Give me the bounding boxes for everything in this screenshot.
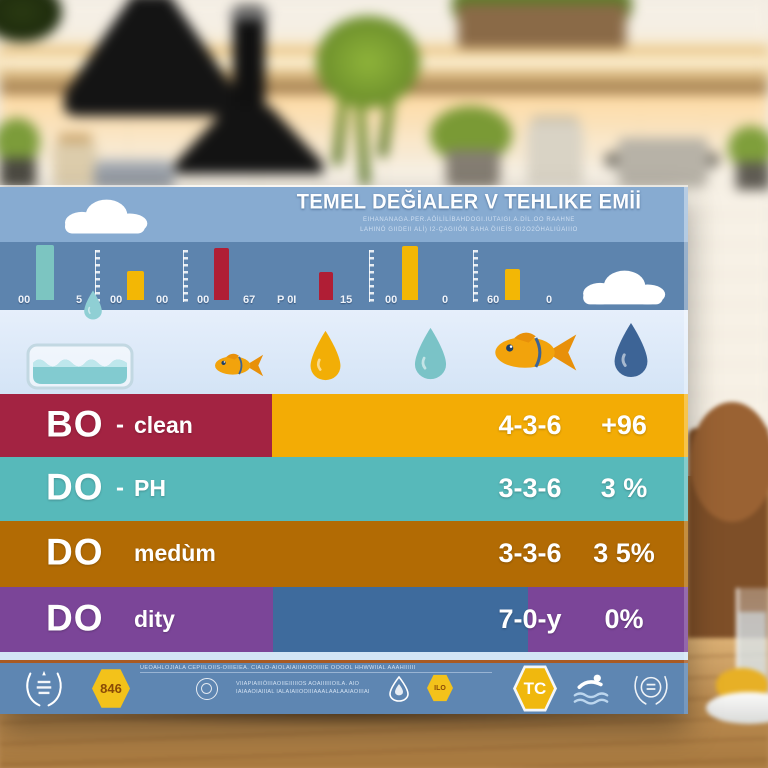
table-row: BO - clean 4-3-6 +96 bbox=[0, 394, 688, 457]
table-row: DO - PH 3-3-6 3 % bbox=[0, 457, 688, 521]
potted-plant-pot bbox=[0, 158, 36, 188]
row-color-segment bbox=[272, 394, 688, 457]
hexagon-badge-small: ILO bbox=[427, 674, 453, 702]
circle-emblem-inner bbox=[201, 683, 212, 694]
cloud-icon bbox=[577, 266, 669, 306]
water-tank-icon bbox=[26, 343, 134, 390]
chart-tick-label: 5 bbox=[76, 294, 83, 306]
circle-emblem-icon bbox=[196, 678, 218, 700]
footer-text-line-3: IAIAAOIAIIIAL IALAIAIIOOIIIAAALAALAAIAOI… bbox=[236, 689, 370, 695]
poster-subtitle-2: LAHINÓ GIIDEII ALİ) I2-ÇAGIIÓN SAHA ÖIIE… bbox=[360, 227, 578, 233]
hanging-plant bbox=[316, 16, 420, 108]
poster-title: TEMEL DEĞİALER V TEHLIKE EMİİ bbox=[296, 190, 642, 214]
chart-bar bbox=[214, 248, 229, 300]
chart-bar bbox=[319, 272, 333, 300]
footer-text-block: VIIAPIAIIIÖIIIAOIIEIIIIIOS AOAIIIIIIOILA… bbox=[236, 680, 378, 696]
footer-text-line-2: VIIAPIAIIIÖIIIAOIIEIIIIIOS AOAIIIIIIOILA… bbox=[236, 681, 360, 687]
chart-tick-label: 0 bbox=[546, 294, 553, 306]
potted-plant-pot bbox=[736, 162, 768, 190]
row-value-2: 3 % bbox=[600, 472, 648, 503]
row-color-segment bbox=[273, 587, 528, 652]
jar-cork bbox=[58, 134, 92, 144]
bar-chart-band: 00 5 00 00 00 67 P 0I 15 00 0 60 0 bbox=[0, 242, 688, 310]
fish-large-icon bbox=[489, 326, 579, 379]
chart-bar bbox=[36, 245, 54, 300]
ruler-tick-icon bbox=[95, 250, 100, 302]
row-value-2: 0% bbox=[604, 603, 644, 634]
chart-tick-label: 67 bbox=[243, 294, 256, 306]
laurel-emblem-icon bbox=[26, 670, 62, 707]
ruler-tick-icon bbox=[183, 250, 188, 302]
cooking-pot bbox=[618, 138, 708, 188]
chart-tick-label: 00 bbox=[18, 294, 31, 306]
dark-drop-icon bbox=[612, 322, 650, 378]
metal-pot bbox=[94, 160, 174, 188]
footer-text-line-1: UEOAHLOJIALA CEPIILOIIS-OIIIEIEA. CIALO-… bbox=[140, 665, 492, 673]
poster-subtitle-1: EIHANANAGA.PER.AÖİLİLİBAHDOGI.IUTAIGI.A.… bbox=[362, 217, 576, 223]
row-code: BO bbox=[46, 402, 104, 444]
row-separator: - bbox=[116, 474, 124, 502]
row-label: dity bbox=[134, 605, 175, 632]
pendant-lamp-cap bbox=[229, 10, 269, 19]
row-value-2: 3 5% bbox=[593, 537, 655, 568]
swimmer-icon bbox=[573, 674, 609, 705]
chart-bar bbox=[127, 271, 144, 300]
chart-tick-label: 00 bbox=[197, 294, 210, 306]
row-label: medùm bbox=[134, 539, 216, 566]
yellow-drop-icon bbox=[308, 330, 343, 381]
laurel-circle-emblem-icon bbox=[634, 675, 668, 705]
row-value-1: 3-3-6 bbox=[498, 537, 562, 568]
poster-header: TEMEL DEĞİALER V TEHLIKE EMİİ EIHANANAGA… bbox=[0, 187, 688, 242]
chart-tick-label: 00 bbox=[385, 294, 398, 306]
rust-separator bbox=[0, 660, 688, 663]
table-row: DO dity 7-0-y 0% bbox=[0, 587, 688, 652]
ruler-tick-icon bbox=[473, 250, 478, 302]
data-rows: BO - clean 4-3-6 +96 DO - PH 3-3-6 3 % DO medùm 3-3-… bbox=[0, 394, 688, 652]
icon-band bbox=[0, 290, 688, 394]
table-row: DO medùm 3-3-6 3 5% bbox=[0, 521, 688, 587]
chart-tick-label: 60 bbox=[487, 294, 500, 306]
water-drop-icon bbox=[82, 290, 104, 320]
chart-tick-label: 0 bbox=[442, 294, 449, 306]
tc-hexagon-border: TC bbox=[513, 665, 557, 712]
title-block: TEMEL DEĞİALER V TEHLIKE EMİİ EIHANANAGA… bbox=[264, 190, 674, 234]
poster-edge-highlight bbox=[684, 187, 688, 714]
bowl bbox=[706, 692, 768, 724]
ruler-tick-icon bbox=[369, 250, 374, 302]
hexagon-badge: 846 bbox=[92, 669, 130, 708]
chart-bar bbox=[505, 269, 520, 300]
tc-hexagon-badge: TC bbox=[516, 668, 554, 709]
row-label: clean bbox=[134, 411, 193, 438]
drop-crest-icon bbox=[389, 676, 409, 702]
poster-footer: 846 UEOAHLOJIALA CEPIILOIIS-OIIIEIEA. CI… bbox=[0, 663, 688, 714]
row-value-2: +96 bbox=[601, 409, 647, 440]
cloud-icon bbox=[45, 195, 165, 235]
row-value-1: 4-3-6 bbox=[498, 409, 562, 440]
row-value-1: 7-0-y bbox=[498, 603, 562, 634]
infographic-poster: TEMEL DEĞİALER V TEHLIKE EMİİ EIHANANAGA… bbox=[0, 185, 688, 714]
chart-tick-label: 00 bbox=[110, 294, 123, 306]
teal-drop-icon bbox=[412, 327, 449, 380]
storage-jar bbox=[53, 142, 97, 188]
row-value-1: 3-3-6 bbox=[498, 472, 562, 503]
row-label: PH bbox=[134, 474, 166, 501]
row-separator: - bbox=[116, 410, 124, 438]
potted-plant-pot bbox=[446, 150, 500, 188]
row-code: DO bbox=[46, 466, 104, 508]
round-cutting-board bbox=[690, 402, 768, 522]
chart-tick-label: 15 bbox=[340, 294, 353, 306]
fish-icon bbox=[208, 350, 268, 381]
chart-tick-label: 00 bbox=[156, 294, 169, 306]
chart-tick-label: P 0I bbox=[277, 294, 297, 306]
row-code: DO bbox=[46, 596, 104, 638]
row-code: DO bbox=[46, 531, 104, 573]
pendant-lamp-neck bbox=[233, 6, 265, 114]
light-separator bbox=[0, 652, 688, 660]
chart-bar bbox=[402, 246, 418, 300]
canister bbox=[527, 122, 583, 186]
planter-box bbox=[458, 4, 626, 48]
